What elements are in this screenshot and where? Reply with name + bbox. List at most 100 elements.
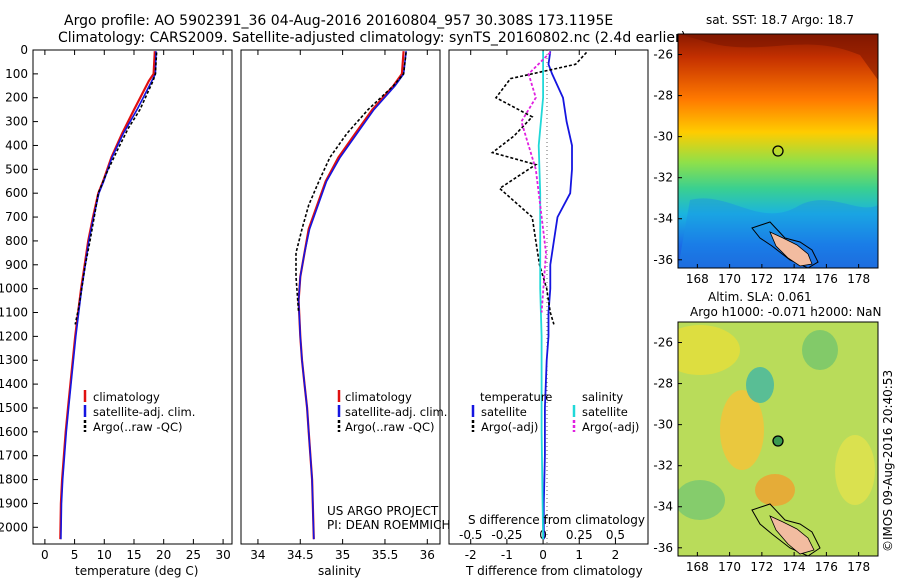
temperature-legend-satellite-label: satellite-adj. clim.	[93, 405, 195, 419]
t-difference-tick-label: 2	[612, 548, 620, 562]
depth-tick-label: 700	[5, 210, 28, 224]
depth-tick-label: 1800	[0, 473, 28, 487]
depth-tick-label: 1100	[0, 306, 28, 320]
temperature-tick-label: 5	[71, 548, 79, 562]
depth-tick-label: 500	[5, 162, 28, 176]
sla-map-lon-tick-label: 168	[686, 560, 709, 574]
sst-land	[769, 231, 813, 267]
depth-tick-label: 1700	[0, 449, 28, 463]
sst-cool-patch	[678, 198, 878, 268]
salinity-argo-line	[295, 52, 407, 313]
difference-panel: -2 -1 0 1 2 -0.5 -0.25 0 0.25 0.5 S difference f…	[448, 49, 649, 578]
sla-map-lat-tick-label: -28	[653, 377, 673, 391]
sla-map-ticks: 168 170 172 174 176 178 -26 -28 -30 -32 -34 -36	[653, 336, 870, 574]
salinity-legend: climatology satellite-adj. clim. Argo(..…	[337, 390, 447, 434]
sla-map-lat-tick-label: -30	[653, 418, 673, 432]
sla-map-lon-tick-label: 174	[783, 560, 806, 574]
sst-map-lon-tick-label: 176	[815, 272, 838, 286]
depth-tick-label: 1500	[0, 401, 28, 415]
salinity-legend-climatology-label: climatology	[345, 390, 412, 404]
temperature-axis-ticks: 0 5 10 15 20 25 30	[41, 50, 231, 562]
difference-profiles	[490, 51, 588, 540]
sst-coastline-outline	[751, 221, 819, 268]
depth-tick-label: 1900	[0, 496, 28, 510]
temperature-legend-climatology-label: climatology	[93, 390, 160, 404]
sla-map-lat-tick-label: -32	[653, 459, 673, 473]
sst-map-lon-tick-label: 174	[783, 272, 806, 286]
temp-diff-satellite-line	[542, 51, 573, 540]
temperature-tick-label: 15	[126, 548, 141, 562]
salinity-tick-label: 35	[335, 548, 350, 562]
sst-warm-patch	[678, 34, 878, 80]
difference-axes-frame	[448, 49, 649, 545]
salinity-climatology-line	[297, 51, 405, 540]
temperature-satellite-line	[60, 51, 157, 540]
s-difference-tick-label: 0.25	[566, 528, 593, 542]
temperature-legend: climatology satellite-adj. clim. Argo(..…	[83, 390, 195, 434]
salinity-profiles	[295, 51, 407, 540]
s-difference-label: S difference from climatology	[468, 513, 645, 527]
imos-stamp: ©IMOS 09-Aug-2016 20:40:53	[881, 370, 895, 552]
sst-map-lon-tick-label: 172	[750, 272, 773, 286]
sla-map-lat-tick-label: -36	[653, 541, 673, 555]
project-annotation: US ARGO PROJECT	[327, 504, 439, 518]
salinity-legend-satellite-label: satellite-adj. clim.	[345, 405, 447, 419]
temperature-legend-argo-label: Argo(..raw -QC)	[93, 420, 183, 434]
sla-map-lon-tick-label: 178	[847, 560, 870, 574]
header-line2: Climatology: CARS2009. Satellite-adjuste…	[58, 30, 686, 46]
sst-map-ticks: 168 170 172 174 176 178 -26 -28 -30 -32 -34 -36	[653, 48, 870, 286]
sla-map-title-line1: Altim. SLA: 0.061	[708, 290, 812, 304]
sla-map-lat-tick-label: -34	[653, 500, 673, 514]
s-difference-tick-label: -0.5	[459, 528, 482, 542]
depth-tick-label: 1600	[0, 425, 28, 439]
sla-map-panel: Altim. SLA: 0.061 Argo h1000: -0.071 h20…	[653, 290, 881, 574]
sst-map-lat-tick-label: -36	[653, 253, 673, 267]
salinity-panel: 34 34.5 35 35.5 36 salinity climatology sate…	[240, 49, 450, 578]
temperature-tick-label: 0	[41, 548, 49, 562]
temperature-panel: 0100200300400500600700800900100011001200…	[0, 43, 233, 578]
t-difference-tick-label: 0	[539, 548, 547, 562]
sal-diff-satellite-line	[537, 51, 544, 540]
sst-float-marker	[772, 145, 784, 157]
s-difference-axis-ticks: -0.5 -0.25 0 0.25 0.5	[459, 528, 625, 542]
salinity-axis-ticks: 34 34.5 35 35.5 36	[250, 50, 435, 562]
sst-map-lon-tick-label: 178	[847, 272, 870, 286]
difference-legend-temperature-heading: temperature	[480, 390, 552, 404]
depth-tick-label: 600	[5, 186, 28, 200]
temperature-tick-label: 20	[156, 548, 171, 562]
t-difference-tick-label: 1	[575, 548, 583, 562]
depth-axis-ticks: 0 100 200 300 400 500 600 700 800 900 1000 1100 1200…	[0, 43, 38, 534]
sst-map-frame	[677, 33, 879, 269]
sla-low-2	[802, 330, 838, 370]
temperature-axes-frame	[32, 49, 233, 545]
sla-coastline-outline	[751, 503, 821, 556]
pi-annotation: PI: DEAN ROEMMICH	[327, 518, 450, 532]
sst-map-lat-tick-label: -28	[653, 89, 673, 103]
sla-float-marker	[772, 435, 784, 447]
difference-legend-salinity-heading: salinity	[582, 390, 623, 404]
t-difference-axis-ticks: -2 -1 0 1 2	[465, 50, 620, 562]
salinity-satellite-line	[297, 51, 407, 540]
depth-tick-label: 1000	[0, 282, 28, 296]
depth-tick-label: 800	[5, 234, 28, 248]
temperature-climatology-line	[59, 51, 156, 540]
salinity-axes-frame	[240, 49, 441, 545]
sla-map-lon-tick-label: 170	[718, 560, 741, 574]
sla-map-lon-tick-label: 172	[750, 560, 773, 574]
depth-tick-label: 200	[5, 91, 28, 105]
temperature-argo-line	[74, 52, 158, 325]
s-difference-tick-label: 0.5	[606, 528, 625, 542]
salinity-x-label: salinity	[318, 564, 361, 578]
sla-map-frame	[677, 321, 879, 557]
t-difference-tick-label: -2	[465, 548, 477, 562]
salinity-tick-label: 35.5	[372, 548, 399, 562]
sla-high-1	[678, 325, 740, 375]
sst-map-lat-tick-label: -26	[653, 48, 673, 62]
sal-diff-argo-line	[520, 51, 551, 313]
salinity-tick-label: 34.5	[287, 548, 314, 562]
sst-map-lat-tick-label: -32	[653, 171, 673, 185]
depth-tick-label: 0	[20, 43, 28, 57]
depth-tick-label: 1300	[0, 353, 28, 367]
temperature-x-label: temperature (deg C)	[75, 564, 198, 578]
